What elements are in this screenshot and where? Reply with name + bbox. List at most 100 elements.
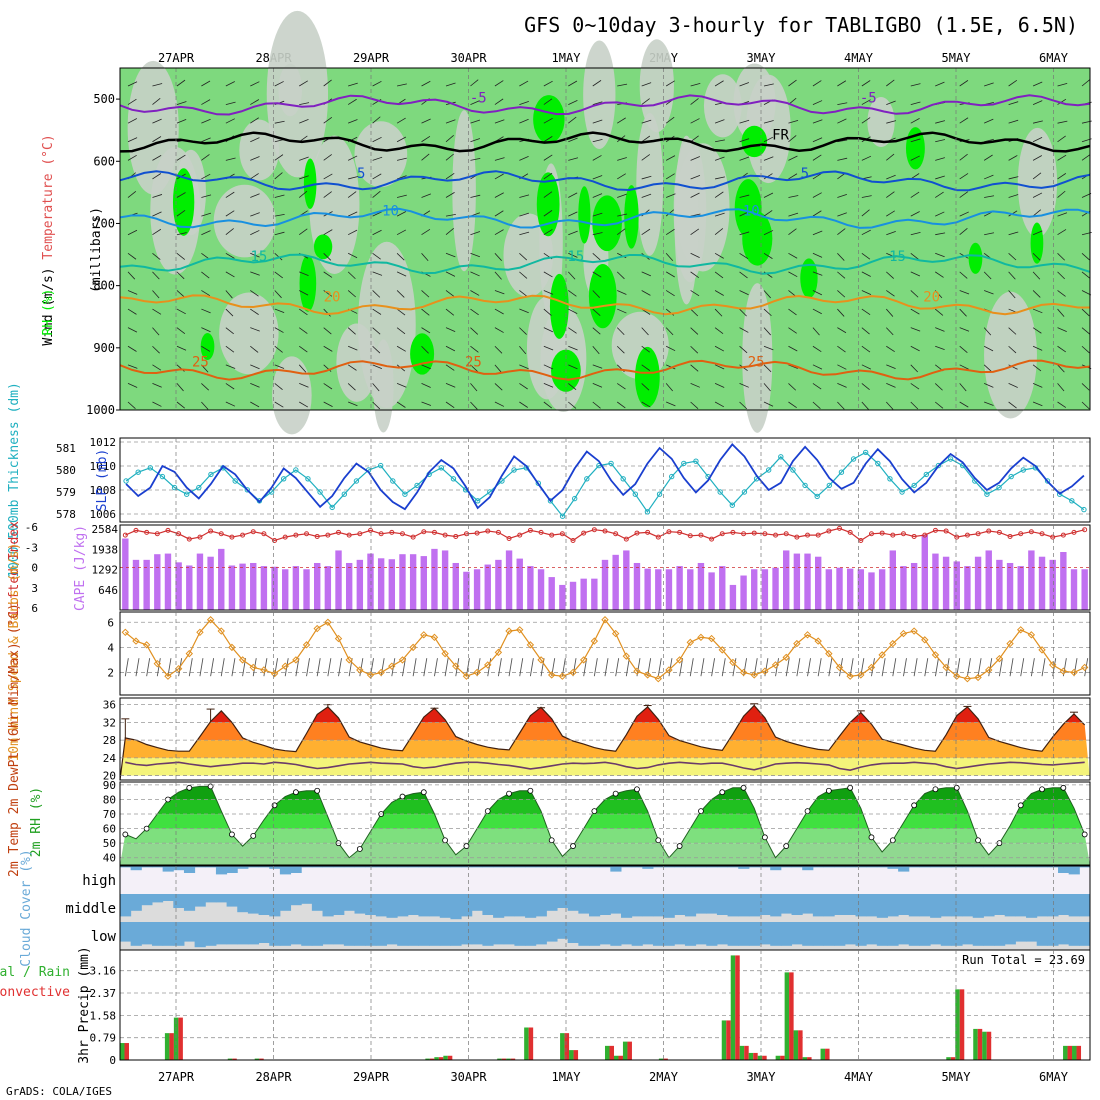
- rh-marker: [719, 789, 726, 796]
- date-label-top: 3MAY: [747, 51, 777, 65]
- wind-barb: [592, 193, 603, 198]
- lifted-index-marker: [218, 531, 224, 537]
- isotherm-label: 5: [357, 166, 365, 182]
- wind-barb: [1057, 383, 1065, 392]
- wind-barb: [983, 154, 993, 161]
- cloud-bar-middle: [343, 894, 356, 911]
- cloud-bar-high: [407, 866, 419, 868]
- temp-panel-frame: [119, 697, 1091, 781]
- cloud-bar-low: [471, 922, 483, 945]
- wind-barb: [959, 364, 969, 370]
- rh-dry-patch: [354, 121, 408, 188]
- wind-barb: [934, 308, 944, 316]
- cloud-bar-high: [748, 866, 761, 868]
- wind-barb: [1057, 82, 1068, 87]
- axis-label-part: 2m Temp 2m DewPt (6hr Min/Max) (°C): [7, 603, 22, 877]
- cape-bar: [132, 559, 140, 610]
- cape-bar: [186, 565, 193, 610]
- lifted-index-marker: [783, 531, 789, 537]
- cloud-bar-middle: [1026, 894, 1038, 918]
- wind-barb: [910, 290, 919, 298]
- wind-barb: [347, 229, 358, 236]
- rh-marker: [634, 786, 640, 793]
- wind10-barb: [988, 658, 993, 677]
- wind-barb: [372, 401, 381, 410]
- thickness-marker: [450, 476, 457, 482]
- wind-barb: [935, 175, 945, 180]
- slp-tick-label: 1010: [90, 460, 117, 473]
- cape-tick-label: 1292: [92, 564, 119, 577]
- cloud-bar-low: [812, 922, 825, 946]
- li-axis-label: Lifted Index: [7, 521, 22, 615]
- cloud-bar-high: [812, 866, 825, 868]
- wind-barb: [690, 213, 701, 217]
- wind-barb: [250, 271, 260, 276]
- cloud-bar-low: [173, 922, 185, 946]
- wind-barb: [225, 210, 235, 217]
- wind10-barb: [753, 658, 758, 677]
- wind10-speed-marker: [729, 658, 737, 667]
- wind10-speed-marker: [398, 656, 407, 664]
- cloud-bar-middle: [695, 894, 707, 914]
- chart-title: GFS 0~10day 3-hourly for TABLIGBO (1.5E,…: [524, 13, 1078, 37]
- wind-barb: [543, 290, 554, 295]
- cloud-bar-middle: [759, 894, 771, 915]
- wind-barb: [421, 136, 431, 143]
- wind10-speed-marker: [356, 666, 364, 674]
- date-label-bottom: 29APR: [353, 1070, 390, 1084]
- wind-barb: [445, 213, 456, 217]
- precip-legend-convective: Convective: [0, 985, 70, 1000]
- isotherm-line: [119, 131, 1091, 153]
- cloud-bar-middle: [226, 894, 238, 907]
- wind-barb: [201, 154, 210, 161]
- wind-barb: [568, 192, 578, 198]
- wind-barb: [127, 383, 138, 388]
- lifted-index-marker: [751, 530, 757, 536]
- wind-barb: [225, 252, 235, 259]
- cape-bar: [761, 569, 769, 610]
- rh-saturated-patch: [303, 158, 317, 209]
- precip-total-bar: [119, 1043, 125, 1060]
- cloud-bar-low: [130, 922, 142, 946]
- precip-total-bar: [524, 1027, 529, 1060]
- cape-bar: [388, 559, 396, 610]
- wind10-speed-marker: [697, 633, 705, 642]
- lifted-index-marker: [964, 532, 970, 538]
- cloud-bar-middle: [386, 894, 398, 918]
- wind-barb: [910, 252, 919, 260]
- wind-barb: [665, 271, 675, 278]
- cape-bar: [1017, 566, 1024, 610]
- wind-barb: [323, 327, 332, 335]
- wind10-barb: [711, 658, 716, 677]
- wind10-barb: [348, 658, 353, 677]
- cloud-bar-middle: [1079, 894, 1091, 917]
- cloud-bar-middle: [823, 894, 835, 917]
- wind-barb: [1032, 155, 1043, 161]
- rh-tick-label: 50: [103, 837, 116, 850]
- cape-bar: [260, 566, 268, 610]
- precip-total-bar: [569, 1050, 574, 1060]
- cape-bar: [1038, 556, 1046, 610]
- thickness-marker: [802, 482, 808, 489]
- wind-barb: [152, 136, 162, 143]
- wind-barb: [323, 271, 333, 278]
- wind-barb: [1057, 290, 1066, 297]
- cloud-bar-high: [386, 866, 398, 868]
- cloud-bar-middle: [130, 894, 142, 911]
- cloud-bar-high: [887, 866, 899, 869]
- wind-barb: [886, 271, 894, 279]
- wind10-speed-marker: [313, 624, 321, 633]
- wind10-speed-marker: [430, 633, 439, 642]
- wind-barb: [445, 119, 456, 124]
- rh-marker: [953, 784, 960, 791]
- wind-barb: [837, 327, 847, 334]
- axis-label-part: CAPE (J/kg): [73, 525, 88, 611]
- axis-label-part: Lifted Index: [7, 521, 22, 615]
- cloud-bar-middle: [322, 894, 334, 917]
- cloud-bar-low: [514, 922, 526, 946]
- thickness-marker: [559, 513, 566, 519]
- wind-barb: [592, 175, 603, 180]
- cape-bar: [473, 569, 481, 610]
- wind10-speed-marker: [452, 662, 460, 670]
- thickness-marker: [681, 460, 687, 467]
